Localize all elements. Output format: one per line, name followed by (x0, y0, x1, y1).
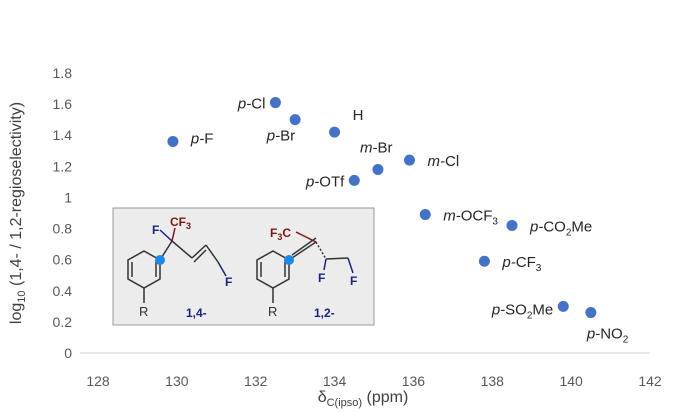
data-point (403, 154, 415, 166)
x-tick-label: 140 (559, 373, 583, 389)
data-point (585, 307, 597, 319)
right-f-left: F (318, 271, 325, 285)
data-point-label: m-Cl (427, 153, 459, 170)
x-tick-label: 138 (481, 373, 505, 389)
data-point-label: p-CO2Me (529, 218, 592, 238)
left-f-top: F (152, 223, 159, 237)
right-tag: 1,2- (314, 306, 335, 320)
y-tick-label: 1 (64, 189, 72, 205)
data-points (167, 97, 597, 319)
x-axis-label: δC(ipso) (ppm) (318, 389, 409, 409)
right-r: R (268, 304, 277, 319)
ipso-marker-right (284, 255, 294, 265)
data-point (557, 300, 569, 312)
data-point (506, 219, 518, 231)
x-tick-label: 132 (244, 373, 268, 389)
data-point-label: m-Br (360, 139, 393, 156)
y-tick-label: 0.6 (53, 252, 73, 268)
left-tag: 1,4- (186, 306, 207, 320)
data-point-label: H (353, 107, 364, 124)
y-tick-label: 0.4 (53, 283, 73, 299)
left-r: R (139, 304, 148, 319)
data-point-label: p-Br (266, 128, 295, 145)
y-tick-labels: 0 0.2 0.4 0.6 0.8 1 1.2 1.4 1.6 1.8 (53, 65, 73, 361)
data-point-label: p-SO2Me (491, 301, 553, 321)
y-tick-label: 1.2 (53, 158, 73, 174)
data-point (348, 174, 360, 186)
data-point-label: p-Cl (237, 96, 266, 113)
x-tick-label: 134 (323, 373, 347, 389)
data-point-label: p-NO2 (586, 326, 629, 346)
y-tick-label: 0.8 (53, 221, 73, 237)
y-tick-label: 1.8 (53, 65, 73, 81)
ipso-marker-left (155, 255, 165, 265)
data-point-label: m-OCF3 (443, 208, 498, 228)
y-tick-label: 1.6 (53, 96, 73, 112)
y-tick-label: 0.2 (53, 314, 73, 330)
data-point (269, 97, 281, 109)
right-f3c: F3C (270, 226, 291, 242)
data-point (419, 209, 431, 221)
x-tick-label: 130 (165, 373, 189, 389)
left-f-bottom: F (225, 275, 232, 289)
data-point-label: p-F (190, 130, 214, 147)
data-point-label: p-CF3 (501, 254, 541, 274)
data-point (478, 255, 490, 267)
x-tick-labels: 128 130 132 134 136 138 140 142 (86, 373, 662, 389)
data-point (372, 163, 384, 175)
data-point-label: p-OTf (305, 173, 345, 190)
right-f-right: F (350, 274, 357, 288)
data-point (289, 114, 301, 126)
data-point (329, 126, 341, 138)
x-tick-label: 136 (402, 373, 426, 389)
y-tick-label: 1.4 (53, 127, 73, 143)
point-labels: p-F p-Clp-Br Hp-OTf m-Br m-Cl m-OCF3 p-CO2Me p-… (190, 96, 629, 346)
y-tick-label: 0 (64, 345, 72, 361)
x-tick-label: 128 (86, 373, 110, 389)
y-axis-label: log10 (1,4- / 1,2-regioselectivity) (8, 102, 28, 324)
left-cf3: CF3 (170, 215, 191, 231)
x-tick-label: 142 (638, 373, 662, 389)
inset-structures: F CF3 F R 1,4- F3C F F R 1,2- (112, 207, 375, 326)
data-point (167, 135, 179, 147)
structure-1-2 (256, 231, 354, 303)
